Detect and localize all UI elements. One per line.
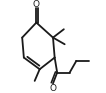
Text: O: O [33, 0, 40, 9]
Text: O: O [50, 84, 56, 93]
